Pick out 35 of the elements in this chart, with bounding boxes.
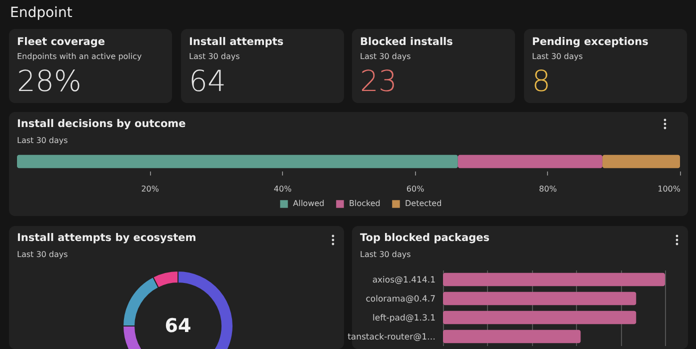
y-tick-label: left-pad@1.3.1 — [372, 314, 436, 324]
text: Install attempts — [189, 36, 284, 48]
text: Last 30 days — [532, 52, 583, 61]
legend-label: Blocked — [349, 199, 380, 208]
x-tick-label: 40% — [274, 184, 292, 194]
text: Blocked installs — [360, 36, 453, 48]
text: 64 — [164, 315, 192, 337]
text: 28% — [17, 64, 82, 98]
x-tick-label: 100% — [658, 184, 681, 194]
y-tick-label: axios@1.414.1 — [372, 276, 436, 286]
text: 64 — [189, 64, 226, 98]
legend-label: Detected — [405, 199, 442, 208]
text: 23 — [360, 64, 397, 98]
x-tick-label: 20% — [141, 184, 160, 194]
bar — [17, 154, 458, 168]
chart-title: Top blocked packages — [360, 232, 490, 244]
text: Pending exceptions — [532, 36, 648, 48]
chart-title: Install attempts by ecosystem — [17, 232, 196, 244]
x-tick-label: 80% — [539, 184, 558, 194]
chart-subtitle: Last 30 days — [360, 250, 411, 259]
text: Last 30 days — [189, 52, 240, 61]
bar — [458, 154, 602, 168]
chart-title: Install decisions by outcome — [17, 118, 186, 130]
text: 8 — [532, 64, 550, 98]
text: Fleet coverage — [17, 36, 105, 48]
legend-label: Allowed — [293, 199, 324, 208]
y-tick-label: colorama@0.4.7 — [366, 294, 436, 304]
text: Last 30 days — [360, 52, 411, 61]
text: Endpoint — [10, 5, 72, 21]
chart-subtitle: Last 30 days — [17, 136, 68, 145]
text: Last 30 days — [17, 250, 68, 259]
x-tick-label: 60% — [406, 184, 425, 194]
y-tick-label: tanstack-router@1… — [348, 332, 436, 342]
bar — [602, 154, 680, 168]
text: Endpoints with an active policy — [17, 52, 142, 61]
